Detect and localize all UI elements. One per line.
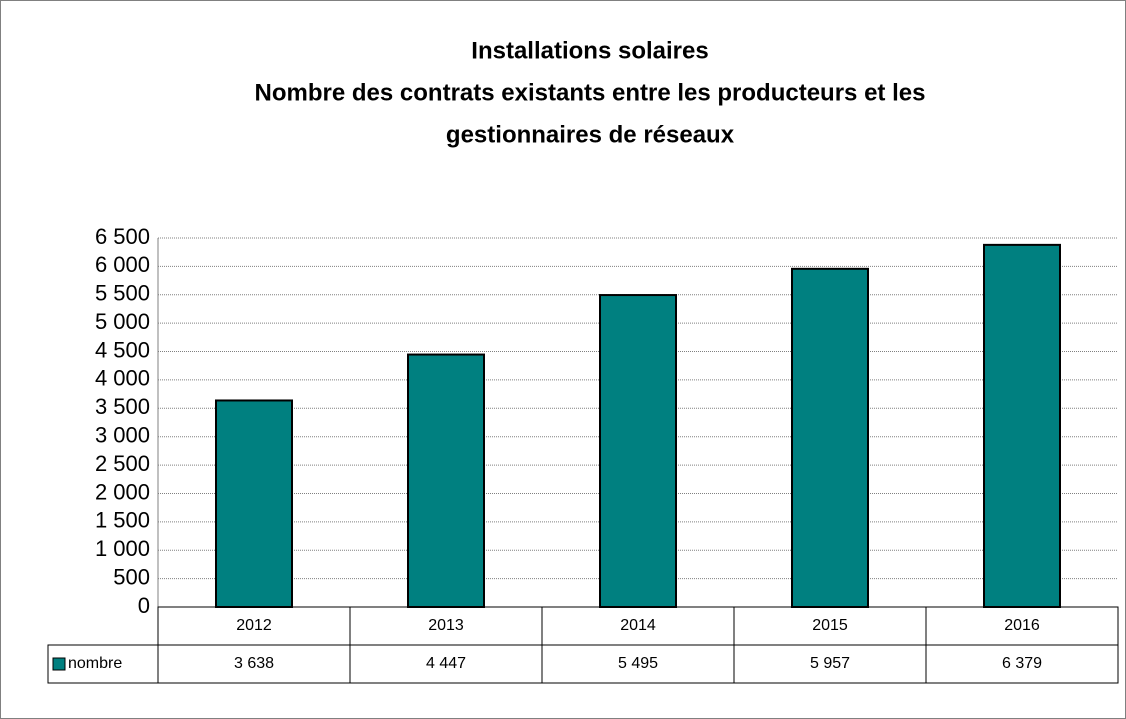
x-tick-label: 2012 (236, 617, 272, 634)
y-tick-label: 5 500 (95, 281, 150, 306)
data-label: 4 447 (426, 655, 466, 672)
data-label: 5 495 (618, 655, 658, 672)
y-tick-label: 2 500 (95, 451, 150, 476)
x-tick-label: 2016 (1004, 617, 1040, 634)
data-label: 6 379 (1002, 655, 1042, 672)
bar (407, 353, 485, 609)
chart-title: gestionnaires de réseaux (446, 121, 735, 148)
y-tick-label: 1 500 (95, 508, 150, 533)
y-tick-label: 500 (113, 564, 150, 589)
bar (215, 399, 293, 608)
legend-key (52, 657, 66, 671)
data-label: 3 638 (234, 655, 274, 672)
y-tick-label: 5 000 (95, 309, 150, 334)
y-tick-label: 4 000 (95, 366, 150, 391)
x-tick-label: 2013 (428, 617, 464, 634)
bar (983, 243, 1061, 608)
y-tick-label: 0 (138, 593, 150, 618)
data-label: 5 957 (810, 655, 850, 672)
y-tick-label: 1 000 (95, 536, 150, 561)
legend-label: nombre (68, 655, 122, 672)
y-tick-label: 2 000 (95, 479, 150, 504)
y-tick-label: 3 500 (95, 394, 150, 419)
x-tick-label: 2014 (620, 617, 656, 634)
x-tick-label: 2015 (812, 617, 848, 634)
y-tick-label: 4 500 (95, 337, 150, 362)
y-tick-label: 6 000 (95, 252, 150, 277)
bar (599, 294, 677, 608)
chart-title: Installations solaires (471, 37, 708, 64)
y-tick-label: 6 500 (95, 224, 150, 249)
bar (791, 267, 869, 608)
chart-title: Nombre des contrats existants entre les … (255, 79, 926, 106)
y-tick-label: 3 000 (95, 423, 150, 448)
